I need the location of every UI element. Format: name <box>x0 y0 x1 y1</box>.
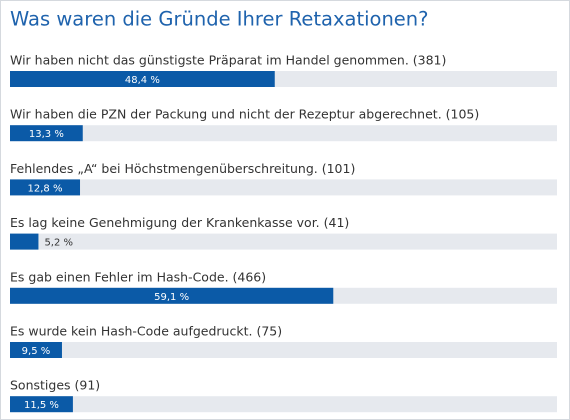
value-label: 48,4 % <box>125 75 160 86</box>
bar-track <box>10 179 557 196</box>
bar-track <box>10 125 557 142</box>
option-label: Wir haben die PZN der Packung und nicht … <box>10 107 479 122</box>
bar <box>10 396 73 413</box>
bar-track <box>10 342 557 358</box>
value-label: 5,2 % <box>44 238 73 249</box>
bar-track <box>10 396 557 413</box>
option-label: Sonstiges (91) <box>10 378 100 393</box>
bar <box>10 125 83 142</box>
bar-track <box>10 233 557 250</box>
value-label: 12,8 % <box>28 183 63 194</box>
poll-title: Was waren die Gründe Ihrer Retaxationen? <box>10 8 429 31</box>
value-label: 9,5 % <box>22 346 51 357</box>
bar <box>10 233 39 250</box>
bar <box>10 179 81 196</box>
value-label: 59,1 % <box>154 292 189 303</box>
option-label: Es gab einen Fehler im Hash-Code. (466) <box>10 269 266 284</box>
value-label: 13,3 % <box>29 129 64 140</box>
bar <box>10 287 334 304</box>
option-label: Wir haben nicht das günstigste Präparat … <box>10 53 446 68</box>
option-label: Es wurde kein Hash-Code aufgedruckt. (75… <box>10 324 282 339</box>
bar <box>10 342 62 358</box>
option-label: Fehlendes „A“ bei Höchstmengenüberschrei… <box>10 161 355 176</box>
option-label: Es lag keine Genehmigung der Krankenkass… <box>10 215 349 230</box>
bar <box>10 71 275 87</box>
value-label: 11,5 % <box>24 400 59 411</box>
